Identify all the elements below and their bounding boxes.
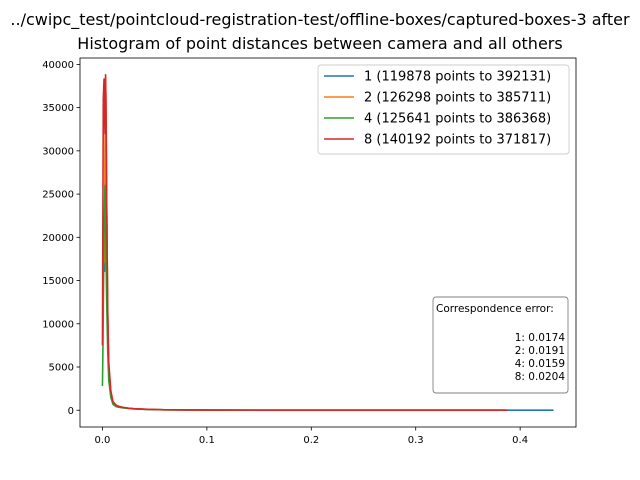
legend-box — [317, 64, 570, 155]
annotation-title: Correspondence error: — [436, 303, 554, 315]
x-tick-label: 0.3 — [408, 435, 424, 446]
annotation-frame — [432, 296, 569, 394]
legend-label-3: 8 (140192 points to 371817) — [364, 133, 551, 148]
annotation-line-3: 8: 0.0204 — [515, 371, 566, 383]
x-tick-label: 0.0 — [94, 435, 110, 446]
legend-label-1: 2 (126298 points to 385711) — [364, 91, 551, 106]
y-tick-label: 0 — [68, 406, 74, 417]
annotation-line-1: 2: 0.0191 — [515, 345, 565, 357]
x-tick-label: 0.1 — [199, 435, 215, 446]
y-tick-label: 15000 — [42, 276, 74, 287]
y-tick-label: 10000 — [42, 319, 74, 330]
axis-ticks: 0.0 0.1 0.2 0.3 0.4 0 5000 10000 15000 20000 25000… — [42, 60, 528, 446]
x-tick-label: 0.4 — [512, 435, 528, 446]
y-tick-label: 5000 — [49, 363, 74, 374]
y-tick-label: 40000 — [42, 60, 74, 71]
axes-frame — [79, 57, 577, 428]
legend-label-0: 1 (119878 points to 392131) — [364, 70, 551, 85]
y-tick-label: 35000 — [42, 103, 74, 114]
annotation-line-2: 4: 0.0159 — [515, 358, 565, 370]
annotation-line-0: 1: 0.0174 — [515, 332, 566, 344]
y-tick-label: 20000 — [42, 233, 74, 244]
y-tick-label: 25000 — [42, 190, 74, 201]
legend-label-2: 4 (125641 points to 386368) — [364, 112, 551, 127]
plot-lines — [101, 73, 554, 412]
y-tick-label: 30000 — [42, 146, 74, 157]
chart-title: ../cwipc_test/pointcloud-registration-te… — [10, 10, 630, 29]
axes-border — [79, 57, 577, 428]
x-tick-label: 0.2 — [303, 435, 319, 446]
chart-subtitle: Histogram of point distances between cam… — [77, 34, 563, 53]
legend: 1 (119878 points to 392131) 2 (126298 poi… — [317, 64, 570, 155]
series-line-3 — [101, 73, 508, 412]
